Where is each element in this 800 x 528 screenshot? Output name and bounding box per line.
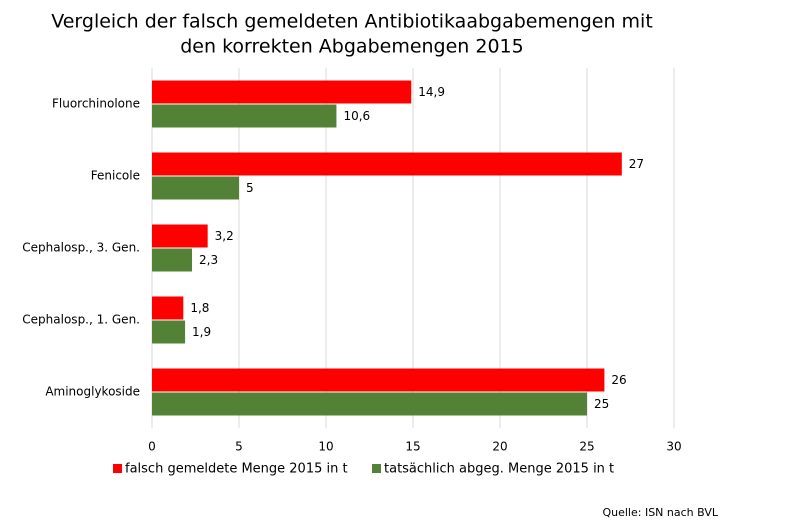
value-label: 14,9: [418, 85, 445, 99]
x-tick-label: 5: [235, 440, 243, 454]
y-tick-label: Cephalosp., 3. Gen.: [22, 241, 140, 255]
x-tick-label: 15: [405, 440, 420, 454]
x-tick-label: 20: [492, 440, 507, 454]
value-label: 2,3: [199, 253, 218, 267]
bar: [152, 80, 412, 104]
bar: [152, 176, 239, 200]
bar: [152, 368, 605, 392]
value-label: 10,6: [343, 109, 370, 123]
x-tick-label: 10: [318, 440, 333, 454]
value-label: 1,8: [190, 301, 209, 315]
bar: [152, 392, 587, 416]
x-tick-label: 25: [579, 440, 594, 454]
legend-swatch: [113, 464, 122, 473]
bar: [152, 320, 186, 344]
y-tick-label: Cephalosp., 1. Gen.: [22, 313, 140, 327]
bar: [152, 248, 193, 272]
value-label: 26: [611, 373, 626, 387]
y-tick-label: Fenicole: [91, 169, 140, 183]
bar: [152, 296, 184, 320]
chart-title: den korrekten Abgabemengen 2015: [180, 36, 524, 58]
y-tick-label: Aminoglykoside: [45, 385, 140, 399]
value-label: 1,9: [192, 325, 211, 339]
legend-label: tatsächlich abgeg. Menge 2015 in t: [384, 462, 614, 477]
chart-title: Vergleich der falsch gemeldeten Antibiot…: [51, 11, 653, 33]
legend-label: falsch gemeldete Menge 2015 in t: [125, 462, 348, 477]
value-label: 5: [246, 181, 254, 195]
legend-swatch: [372, 464, 381, 473]
value-label: 25: [594, 397, 609, 411]
bar: [152, 104, 337, 128]
value-label: 27: [629, 157, 644, 171]
source-note: Quelle: ISN nach BVL: [602, 506, 718, 519]
value-label: 3,2: [215, 229, 234, 243]
bar: [152, 152, 622, 176]
bar: [152, 224, 208, 248]
x-tick-label: 0: [148, 440, 156, 454]
x-tick-label: 30: [666, 440, 681, 454]
y-tick-label: Fluorchinolone: [52, 97, 140, 111]
